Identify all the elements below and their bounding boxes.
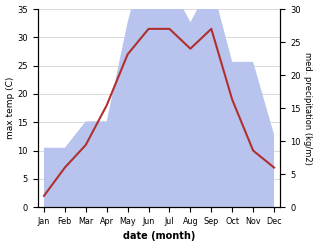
- X-axis label: date (month): date (month): [123, 231, 195, 242]
- Y-axis label: max temp (C): max temp (C): [5, 77, 15, 139]
- Y-axis label: med. precipitation (kg/m2): med. precipitation (kg/m2): [303, 52, 313, 165]
